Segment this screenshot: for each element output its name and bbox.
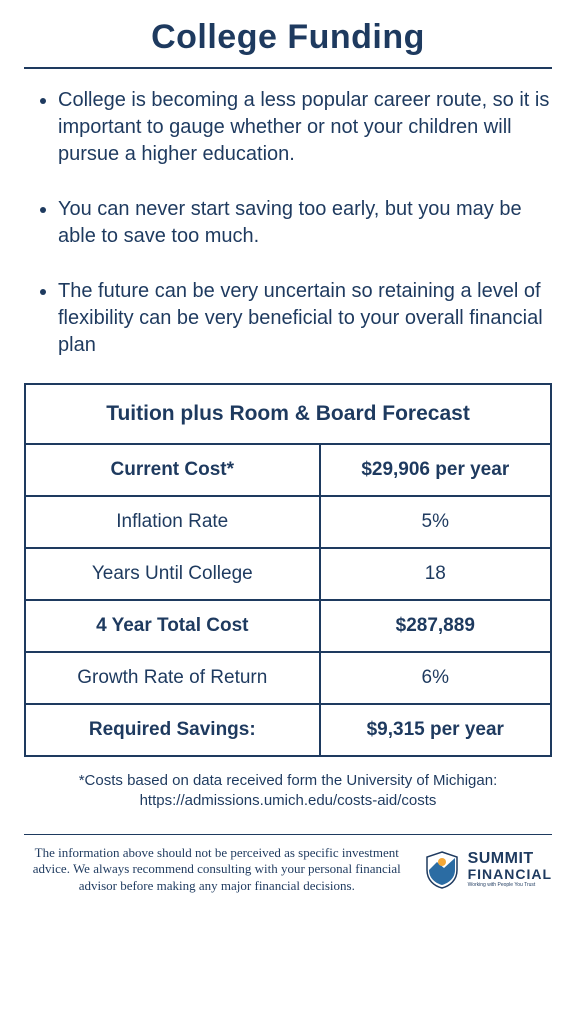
logo-shield-icon — [422, 850, 462, 890]
logo-line1: SUMMIT — [468, 851, 552, 867]
row-label: Growth Rate of Return — [25, 652, 320, 704]
table-row: Required Savings: $9,315 per year — [25, 704, 551, 756]
row-label: Years Until College — [25, 548, 320, 600]
row-value: 18 — [320, 548, 551, 600]
footnote-url: https://admissions.umich.edu/costs-aid/c… — [140, 792, 437, 809]
table-row: Inflation Rate 5% — [25, 496, 551, 548]
bullet-item: College is becoming a less popular caree… — [58, 87, 552, 168]
bullet-list: College is becoming a less popular caree… — [24, 87, 552, 359]
footnote: *Costs based on data received form the U… — [24, 771, 552, 812]
row-label: Current Cost* — [25, 444, 320, 496]
row-value: 5% — [320, 496, 551, 548]
bullet-item: The future can be very uncertain so reta… — [58, 278, 552, 359]
logo-line2: FINANCIAL — [468, 867, 552, 881]
row-label: Required Savings: — [25, 704, 320, 756]
row-value: $29,906 per year — [320, 444, 551, 496]
row-value: 6% — [320, 652, 551, 704]
table-row: 4 Year Total Cost $287,889 — [25, 600, 551, 652]
table-header: Tuition plus Room & Board Forecast — [25, 384, 551, 444]
table-row: Years Until College 18 — [25, 548, 551, 600]
page-title: College Funding — [24, 18, 552, 69]
logo-tagline: Working with People You Trust — [468, 883, 552, 888]
row-value: $9,315 per year — [320, 704, 551, 756]
bullet-item: You can never start saving too early, bu… — [58, 196, 552, 250]
table-row: Current Cost* $29,906 per year — [25, 444, 551, 496]
row-label: Inflation Rate — [25, 496, 320, 548]
row-value: $287,889 — [320, 600, 551, 652]
footer: The information above should not be perc… — [24, 845, 552, 896]
brand-logo: SUMMIT FINANCIAL Working with People You… — [422, 850, 552, 890]
footnote-text: *Costs based on data received form the U… — [79, 772, 498, 789]
row-label: 4 Year Total Cost — [25, 600, 320, 652]
footer-divider — [24, 834, 552, 835]
disclaimer: The information above should not be perc… — [24, 845, 410, 896]
table-row: Growth Rate of Return 6% — [25, 652, 551, 704]
logo-text: SUMMIT FINANCIAL Working with People You… — [468, 851, 552, 888]
forecast-table: Tuition plus Room & Board Forecast Curre… — [24, 383, 552, 757]
